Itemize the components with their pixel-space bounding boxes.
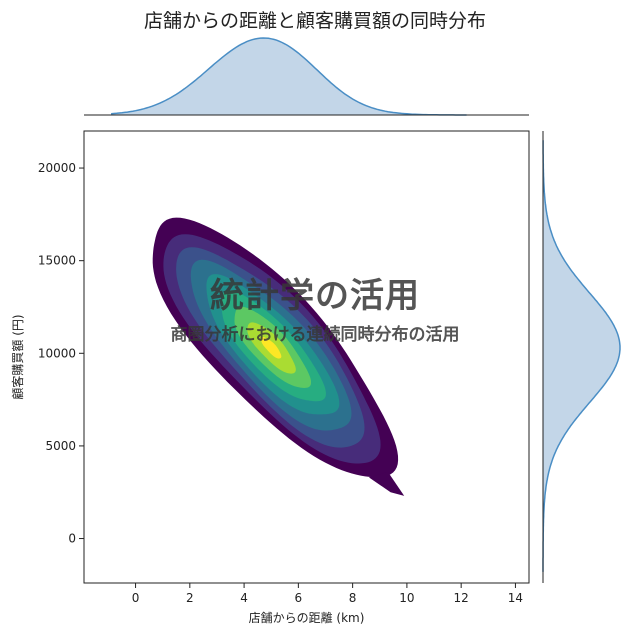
marginal-x-fill (111, 38, 467, 115)
x-tick-label: 12 (454, 591, 469, 605)
joint-plot-frame (83, 130, 530, 584)
y-tick-label: 10000 (38, 346, 76, 360)
x-tick-label: 14 (508, 591, 523, 605)
y-tick-label: 0 (68, 532, 76, 546)
joint-axes: 0 2 4 6 8 10 12 14 0 5000 10000 15000 20000 店舗からの距離 (… (10, 161, 523, 625)
joint-kde-contours (152, 217, 405, 496)
chart-title: 店舗からの距離と顧客購買額の同時分布 (143, 10, 486, 32)
x-tick-label: 2 (186, 591, 194, 605)
kde-tail (368, 471, 405, 496)
marginal-y-fill (543, 140, 620, 572)
overlay-subtitle: 商圏分析における連続同時分布の活用 (170, 325, 460, 345)
overlay-title: 統計学の活用 (210, 276, 420, 316)
kde-level-9 (261, 337, 282, 359)
y-axis-label: 顧客購買額 (円) (10, 314, 25, 399)
x-tick-label: 10 (399, 591, 414, 605)
x-tick-label: 0 (132, 591, 140, 605)
marginal-y-density (542, 131, 621, 583)
x-tick-label: 4 (240, 591, 248, 605)
marginal-x-line (111, 37, 467, 116)
marginal-x-density (84, 37, 529, 116)
x-tick-label: 8 (349, 591, 357, 605)
marginal-y-line (542, 140, 621, 572)
x-tick-label: 6 (295, 591, 303, 605)
y-tick-label: 20000 (38, 161, 76, 175)
y-tick-label: 5000 (45, 439, 76, 453)
x-axis-label: 店舗からの距離 (km) (249, 611, 365, 625)
y-tick-label: 15000 (38, 254, 76, 268)
